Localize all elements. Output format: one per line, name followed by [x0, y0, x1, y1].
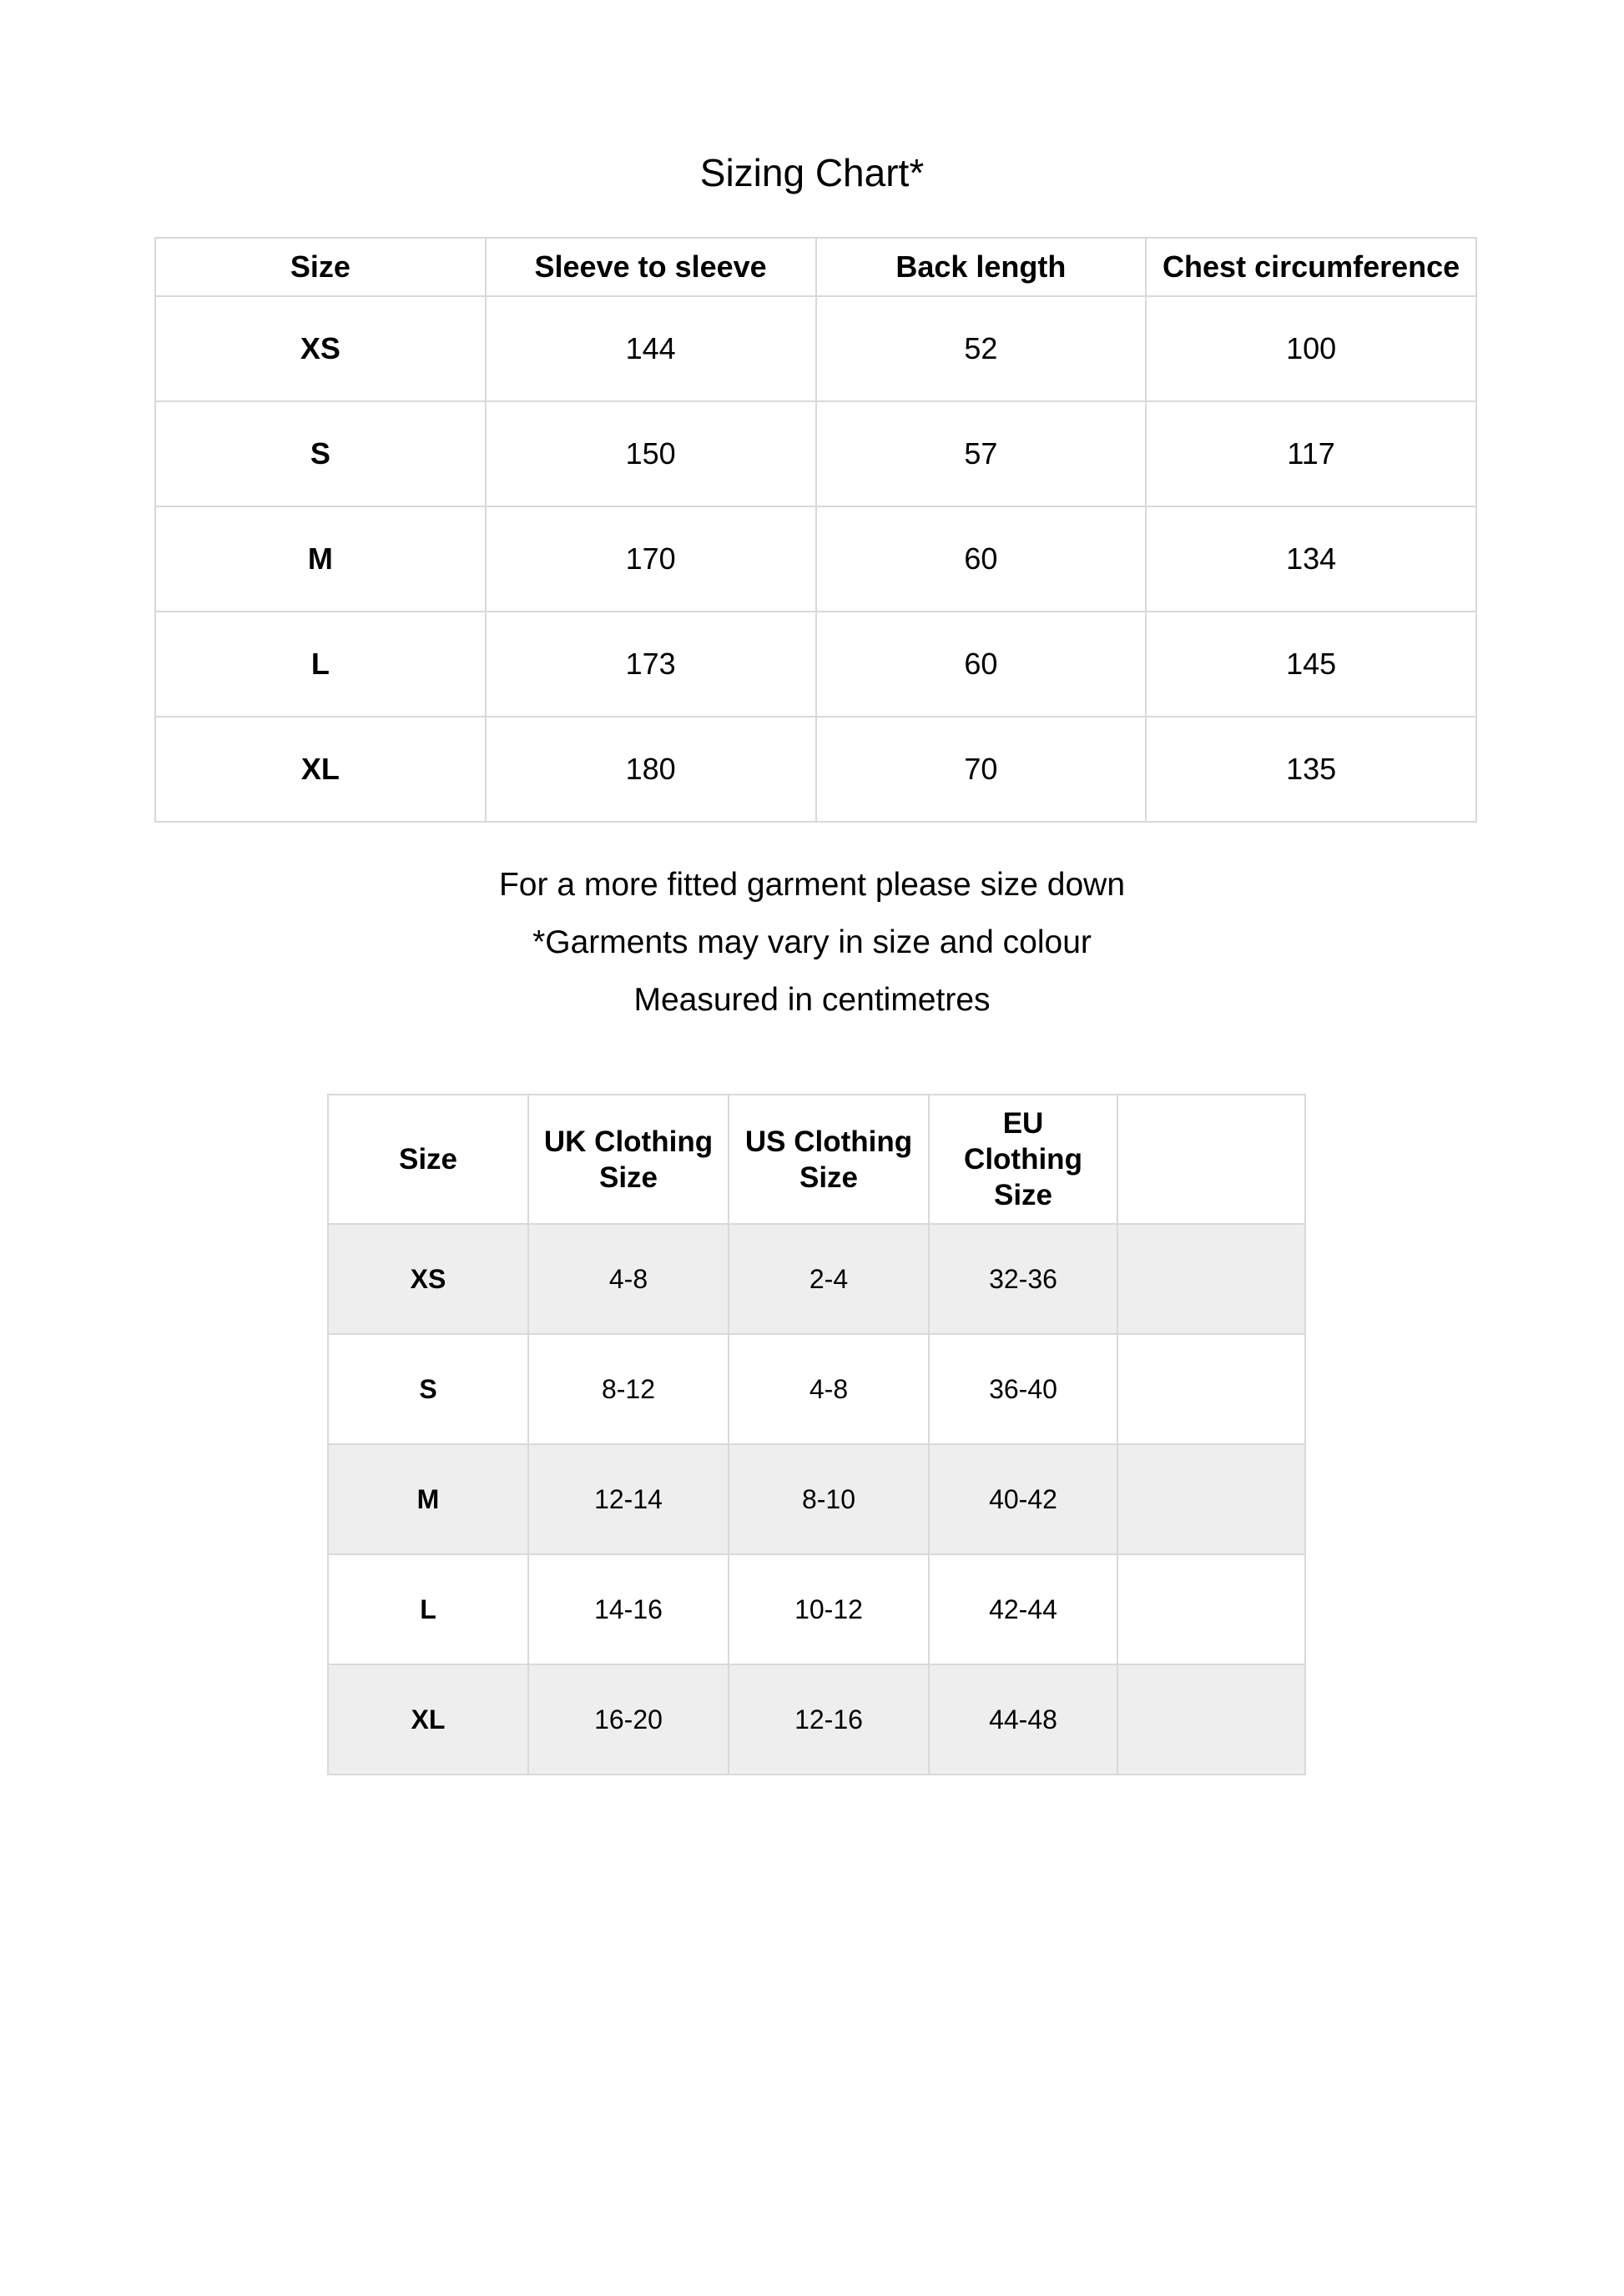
size-cell: M [154, 506, 487, 612]
value-cell: 117 [1145, 400, 1477, 507]
page-title: Sizing Chart* [699, 151, 925, 194]
value-cell: 2-4 [728, 1223, 930, 1335]
size-cell: L [154, 611, 487, 718]
value-cell [1117, 1664, 1306, 1775]
note-fit: For a more fitted garment please size do… [498, 867, 1126, 903]
value-cell: 8-12 [527, 1333, 729, 1445]
value-cell: 145 [1145, 611, 1477, 718]
value-cell: 8-10 [728, 1443, 930, 1555]
value-cell: 170 [484, 506, 817, 612]
size-cell: XL [154, 716, 487, 823]
column-header [1117, 1094, 1306, 1225]
table-row: L 14-16 10-12 42-44 [327, 1553, 1306, 1665]
table-row: S 150 57 117 [154, 400, 1477, 507]
size-cell: L [327, 1553, 529, 1665]
note-units: Measured in centimetres [633, 982, 991, 1018]
value-cell: 70 [815, 716, 1147, 823]
value-cell: 12-14 [527, 1443, 729, 1555]
measurements-table: Size Sleeve to sleeve Back length Chest … [154, 237, 1477, 823]
notes: For a more fitted garment please size do… [0, 856, 1624, 1029]
value-cell: 32-36 [928, 1223, 1118, 1335]
size-cell: XS [154, 295, 487, 402]
value-cell: 134 [1145, 506, 1477, 612]
value-cell: 14-16 [527, 1553, 729, 1665]
value-cell: 4-8 [728, 1333, 930, 1445]
value-cell [1117, 1443, 1306, 1555]
value-cell: 4-8 [527, 1223, 729, 1335]
value-cell: 57 [815, 400, 1147, 507]
column-header: Size [154, 237, 487, 297]
table-row: S 8-12 4-8 36-40 [327, 1333, 1306, 1445]
value-cell: 44-48 [928, 1664, 1118, 1775]
size-cell: M [327, 1443, 529, 1555]
value-cell: 144 [484, 295, 817, 402]
value-cell [1117, 1553, 1306, 1665]
table-row: XL 16-20 12-16 44-48 [327, 1664, 1306, 1775]
value-cell: 16-20 [527, 1664, 729, 1775]
size-cell: S [154, 400, 487, 507]
value-cell: 42-44 [928, 1553, 1118, 1665]
value-cell: 150 [484, 400, 817, 507]
table-row: M 170 60 134 [154, 506, 1477, 612]
table-row: L 173 60 145 [154, 611, 1477, 718]
column-header: Back length [815, 237, 1147, 297]
column-header: Size [327, 1094, 529, 1225]
table-row: M 12-14 8-10 40-42 [327, 1443, 1306, 1555]
table-header-row: Size UK Clothing Size US Clothing Size E… [327, 1094, 1306, 1225]
value-cell: 180 [484, 716, 817, 823]
value-cell: 173 [484, 611, 817, 718]
value-cell: 36-40 [928, 1333, 1118, 1445]
table-row: XS 4-8 2-4 32-36 [327, 1223, 1306, 1335]
value-cell [1117, 1333, 1306, 1445]
column-header: US Clothing Size [728, 1094, 930, 1225]
value-cell: 12-16 [728, 1664, 930, 1775]
column-header: Chest circumference [1145, 237, 1477, 297]
value-cell: 60 [815, 611, 1147, 718]
column-header: Sleeve to sleeve [484, 237, 817, 297]
column-header: UK Clothing Size [527, 1094, 729, 1225]
size-cell: XL [327, 1664, 529, 1775]
note-variation: *Garments may vary in size and colour [532, 924, 1092, 960]
table-row: XS 144 52 100 [154, 295, 1477, 402]
value-cell: 52 [815, 295, 1147, 402]
table-header-row: Size Sleeve to sleeve Back length Chest … [154, 237, 1477, 297]
value-cell: 40-42 [928, 1443, 1118, 1555]
value-cell: 135 [1145, 716, 1477, 823]
size-cell: XS [327, 1223, 529, 1335]
size-conversion-table: Size UK Clothing Size US Clothing Size E… [327, 1094, 1306, 1775]
table-row: XL 180 70 135 [154, 716, 1477, 823]
value-cell [1117, 1223, 1306, 1335]
column-header: EU Clothing Size [928, 1094, 1118, 1225]
value-cell: 100 [1145, 295, 1477, 402]
value-cell: 60 [815, 506, 1147, 612]
size-cell: S [327, 1333, 529, 1445]
value-cell: 10-12 [728, 1553, 930, 1665]
